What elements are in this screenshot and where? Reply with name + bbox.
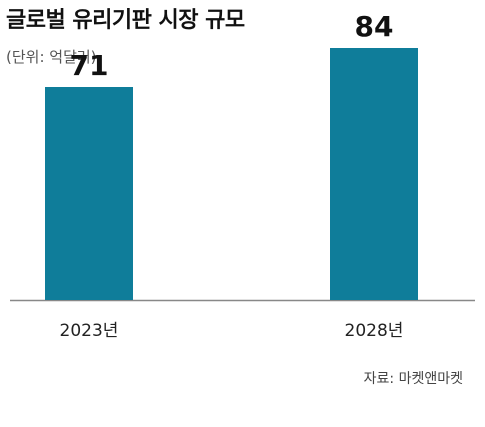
category-label-2: 2028년 — [345, 321, 404, 341]
source-note: 자료: 마켓앤마켓 — [363, 371, 463, 387]
bar-2 — [330, 48, 418, 300]
chart-title: 글로벌 유리기판 시장 규모 — [6, 8, 245, 33]
bar-1 — [45, 87, 133, 300]
unit-note: (단위: 억달러) — [6, 48, 97, 66]
value-label-1: 71 — [70, 49, 109, 82]
category-label-1: 2023년 — [60, 321, 119, 341]
value-label-2: 84 — [355, 10, 394, 43]
